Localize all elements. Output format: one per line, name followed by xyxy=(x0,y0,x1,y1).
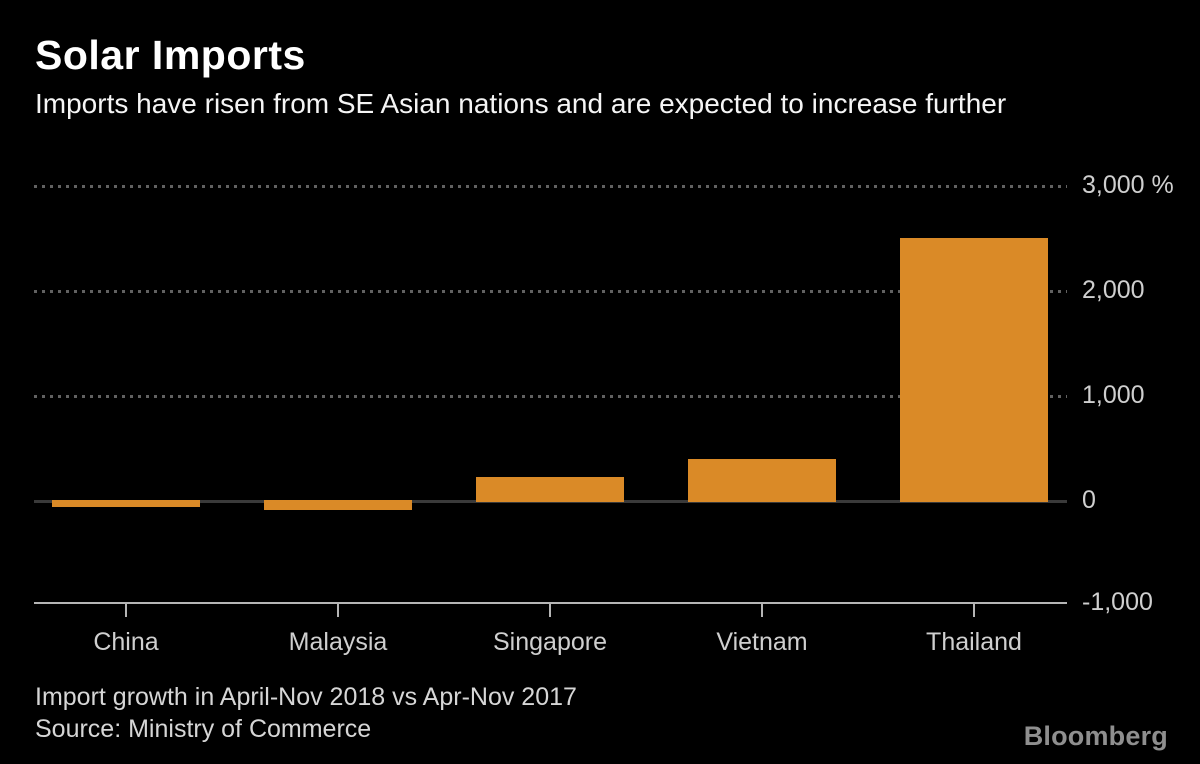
x-tick-singapore xyxy=(549,604,551,617)
gridline-1000 xyxy=(34,395,1067,398)
x-tick-china xyxy=(125,604,127,617)
y-axis-label-2000: 2,000 xyxy=(1082,276,1145,304)
x-axis-label-china: China xyxy=(93,628,159,656)
bar-singapore xyxy=(476,476,624,502)
gridline-2000 xyxy=(34,290,1067,293)
y-axis-label-3000: 3,000 % xyxy=(1082,171,1174,199)
y-axis-label-0: 0 xyxy=(1082,486,1096,514)
bar-thailand xyxy=(900,237,1048,502)
x-axis-label-singapore: Singapore xyxy=(493,628,607,656)
x-tick-thailand xyxy=(973,604,975,617)
y-axis-label-1000: 1,000 xyxy=(1082,381,1145,409)
x-axis-label-thailand: Thailand xyxy=(926,628,1022,656)
bar-vietnam xyxy=(688,459,836,502)
x-tick-vietnam xyxy=(761,604,763,617)
x-axis-label-malaysia: Malaysia xyxy=(288,628,388,656)
gridline-3000 xyxy=(34,185,1067,188)
chart-title: Solar Imports xyxy=(35,32,306,78)
chart-source: Source: Ministry of Commerce xyxy=(35,715,372,743)
y-axis-label--1000: -1,000 xyxy=(1082,588,1153,616)
x-axis-line xyxy=(34,602,1067,604)
bar-malaysia xyxy=(264,500,412,511)
chart-footnote: Import growth in April-Nov 2018 vs Apr-N… xyxy=(35,681,577,745)
bar-china xyxy=(52,500,200,508)
bloomberg-logo: Bloomberg xyxy=(1023,721,1168,751)
x-tick-malaysia xyxy=(337,604,339,617)
x-axis-label-vietnam: Vietnam xyxy=(716,628,808,656)
chart-subtitle: Imports have risen from SE Asian nations… xyxy=(35,88,1007,119)
chart-note: Import growth in April-Nov 2018 vs Apr-N… xyxy=(35,683,577,711)
